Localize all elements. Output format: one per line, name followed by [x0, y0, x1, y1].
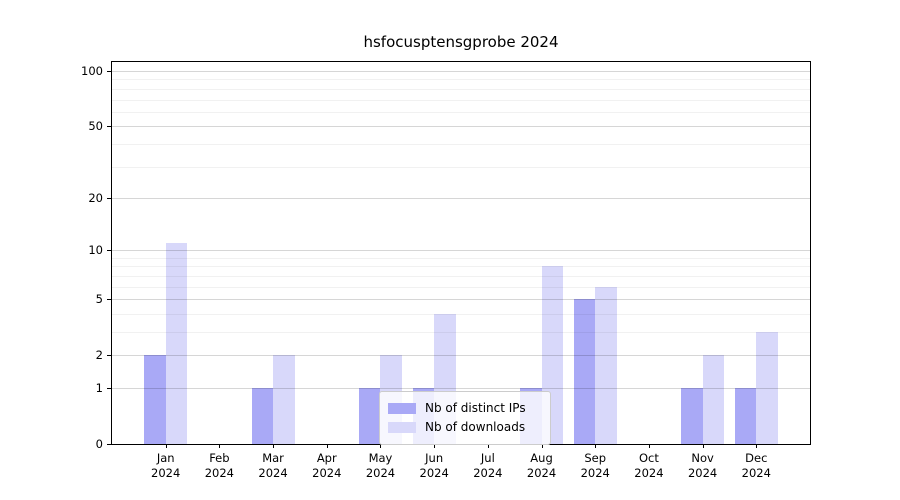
x-axis-tick-label-aug: Aug 2024 [526, 451, 557, 480]
x-axis-tick-label-feb: Feb 2024 [204, 451, 235, 480]
y-axis-tick-1 [107, 387, 112, 389]
y-axis-tick-5 [107, 299, 112, 301]
gridline-minor-40 [112, 143, 810, 145]
x-axis-tick-label-mar: Mar 2024 [258, 451, 288, 480]
x-axis-tick-feb [219, 444, 221, 448]
y-axis-tick-2 [107, 355, 112, 357]
legend: Nb of distinct IPs Nb of downloads [379, 391, 551, 445]
x-axis-tick-label-nov: Nov 2024 [687, 451, 718, 480]
bar-downloads-sep [595, 286, 617, 444]
y-axis-tick-10 [107, 250, 112, 252]
x-axis-tick-label-apr: Apr 2024 [312, 451, 342, 480]
gridline-minor-4 [112, 313, 810, 315]
bar-downloads-nov [702, 355, 725, 444]
bar-distinct-ips-mar [251, 388, 274, 444]
gridline-major-50 [112, 126, 810, 128]
y-axis-tick-label-0: 0 [95, 437, 103, 451]
gridline-minor-7 [112, 275, 810, 277]
y-axis-tick-label-2: 2 [95, 348, 103, 363]
bar-downloads-mar [273, 355, 295, 444]
x-axis-tick-label-jun: Jun 2024 [419, 451, 449, 480]
x-axis-tick-label-dec: Dec 2024 [741, 451, 771, 480]
y-axis-tick-label-10: 10 [88, 243, 103, 258]
x-axis-tick-label-oct: Oct 2024 [634, 451, 664, 480]
gridline-major-10 [112, 250, 810, 252]
x-axis-tick-sep [595, 444, 597, 448]
gridline-major-100 [112, 71, 810, 73]
bar-distinct-ips-dec [734, 388, 757, 444]
y-axis-tick-label-100: 100 [81, 64, 103, 79]
x-axis-tick-dec [756, 444, 758, 448]
y-axis-tick-label-50: 50 [88, 119, 103, 134]
gridline-minor-8 [112, 266, 810, 268]
y-axis-tick-label-1: 1 [95, 380, 103, 395]
x-axis-tick-label-jan: Jan 2024 [151, 451, 181, 480]
x-axis-tick-jan [165, 444, 167, 448]
gridline-minor-90 [112, 79, 810, 81]
legend-swatch-distinct-ips [388, 403, 416, 414]
x-axis-tick-may [380, 444, 382, 448]
gridline-minor-60 [112, 111, 810, 113]
y-axis-tick-100 [107, 71, 112, 73]
legend-entry-distinct-ips: Nb of distinct IPs [388, 400, 542, 417]
gridline-major-1 [112, 387, 810, 389]
gridline-minor-80 [112, 88, 810, 90]
x-axis-tick-nov [702, 444, 704, 448]
x-axis-tick-jul [487, 444, 489, 448]
bar-distinct-ips-jan [144, 355, 166, 444]
bar-downloads-dec [756, 331, 778, 444]
y-axis-tick-0 [107, 444, 112, 445]
x-axis-tick-mar [273, 444, 275, 448]
gridline-minor-9 [112, 257, 810, 259]
x-axis-tick-label-sep: Sep 2024 [580, 451, 610, 480]
bar-distinct-ips-sep [573, 299, 596, 444]
x-axis-tick-apr [326, 444, 328, 448]
gridline-minor-70 [112, 99, 810, 101]
gridline-minor-3 [112, 331, 810, 333]
plot-area: Nb of distinct IPs Nb of downloads 0 1 2 5 1… [81, 61, 811, 480]
gridline-minor-30 [112, 166, 810, 168]
legend-swatch-downloads [388, 422, 416, 433]
y-axis-tick-label-20: 20 [88, 190, 103, 205]
gridline-major-2 [112, 355, 810, 357]
chart-title: hsfocusptensgprobe 2024 [363, 33, 559, 51]
y-axis-tick-20 [107, 197, 112, 199]
x-axis-tick-label-may: May 2024 [365, 451, 396, 480]
bar-downloads-jan [165, 243, 188, 444]
legend-entry-downloads: Nb of downloads [388, 419, 542, 436]
bar-distinct-ips-may [358, 388, 381, 444]
x-axis-tick-oct [648, 444, 650, 448]
legend-label-downloads: Nb of downloads [425, 420, 526, 434]
x-axis-tick-jun [434, 444, 436, 448]
legend-label-distinct-ips: Nb of distinct IPs [425, 401, 526, 415]
gridline-major-20 [112, 197, 810, 199]
gridline-major-5 [112, 299, 810, 301]
y-axis-tick-label-5: 5 [95, 292, 103, 307]
gridline-minor-6 [112, 286, 810, 288]
bar-distinct-ips-nov [681, 388, 703, 444]
x-axis-tick-label-jul: Jul 2024 [473, 451, 503, 480]
y-axis-tick-50 [107, 126, 112, 128]
x-axis-tick-aug [541, 444, 543, 448]
